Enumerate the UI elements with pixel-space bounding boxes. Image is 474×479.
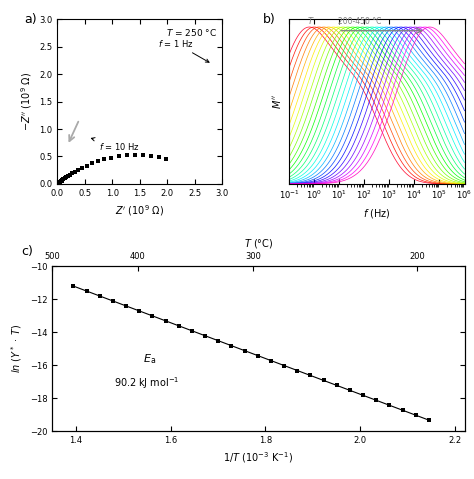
Text: 200-450 °C: 200-450 °C: [338, 17, 382, 26]
Text: $f$ = 10 Hz: $f$ = 10 Hz: [91, 137, 140, 152]
Text: $T$: $T$: [307, 15, 314, 26]
Text: 90.2 kJ mol$^{-1}$: 90.2 kJ mol$^{-1}$: [114, 375, 180, 390]
Text: c): c): [21, 245, 33, 258]
Text: $T$ = 250 °C: $T$ = 250 °C: [166, 27, 217, 38]
Text: b): b): [263, 12, 275, 25]
Text: $E_\mathrm{a}$: $E_\mathrm{a}$: [143, 352, 156, 365]
X-axis label: $f$ (Hz): $f$ (Hz): [363, 207, 391, 220]
Y-axis label: $-Z''$ (10$^9$ $\Omega$): $-Z''$ (10$^9$ $\Omega$): [19, 72, 34, 131]
X-axis label: $Z'$ (10$^9$ $\Omega$): $Z'$ (10$^9$ $\Omega$): [115, 204, 164, 218]
Text: $f$ = 1 Hz: $f$ = 1 Hz: [158, 38, 209, 62]
X-axis label: $1/T$ (10$^{-3}$ K$^{-1}$): $1/T$ (10$^{-3}$ K$^{-1}$): [223, 451, 293, 465]
X-axis label: $T$ (°C): $T$ (°C): [244, 238, 273, 251]
Y-axis label: $ln$ ($Y^*$ · $T$): $ln$ ($Y^*$ · $T$): [9, 324, 24, 373]
Y-axis label: $M''$: $M''$: [272, 94, 283, 109]
Text: a): a): [25, 12, 37, 25]
